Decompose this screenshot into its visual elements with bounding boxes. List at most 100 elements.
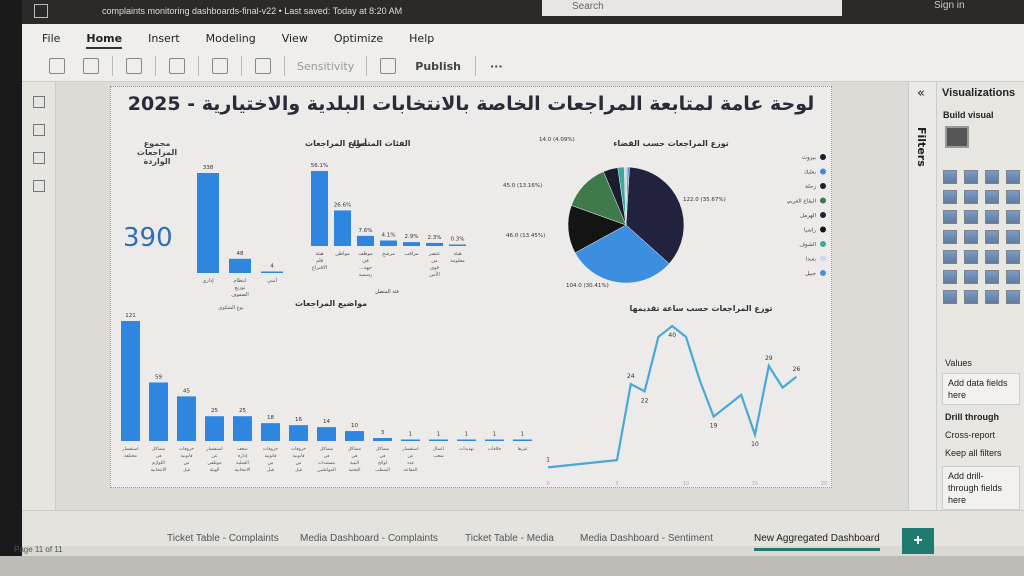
visual-type-icon[interactable] [964, 270, 978, 284]
bar[interactable] [426, 242, 443, 246]
report-view-icon[interactable] [32, 96, 45, 108]
sign-in-link[interactable]: Sign in [934, 0, 965, 11]
bar[interactable] [177, 396, 196, 441]
bar[interactable] [229, 258, 251, 273]
visual-type-icon[interactable] [964, 230, 978, 244]
ribbon-toolbar: Sensitivity Publish ··· [40, 56, 513, 76]
visual-type-icon[interactable] [1006, 270, 1020, 284]
menu-optimize[interactable]: Optimize [333, 32, 384, 45]
menu-insert[interactable]: Insert [148, 32, 180, 45]
calculator-icon[interactable] [255, 58, 271, 74]
menu-help[interactable]: Help [409, 32, 435, 45]
refresh-icon[interactable] [169, 58, 185, 74]
bar[interactable] [485, 439, 504, 442]
line-series[interactable] [547, 324, 798, 469]
visual-type-icon[interactable] [985, 190, 999, 204]
visual-type-icon[interactable] [964, 290, 978, 304]
visual-type-icon[interactable] [943, 230, 957, 244]
bar[interactable] [261, 423, 280, 441]
visual-type-icon[interactable] [985, 170, 999, 184]
page-tab[interactable]: Ticket Table - Media [465, 533, 554, 544]
search-box[interactable]: Search [542, 0, 842, 16]
dax-view-icon[interactable] [32, 180, 45, 192]
visual-type-icon[interactable] [985, 270, 999, 284]
bar[interactable] [261, 271, 283, 274]
bar[interactable] [403, 242, 420, 246]
visual-type-icon[interactable] [964, 210, 978, 224]
bar[interactable] [380, 240, 397, 246]
visual-type-icon[interactable] [985, 210, 999, 224]
table-view-icon[interactable] [32, 124, 45, 136]
model-view-icon[interactable] [32, 152, 45, 164]
visual-type-icon[interactable] [1006, 290, 1020, 304]
filters-label[interactable]: Filters [915, 127, 928, 167]
bar[interactable] [345, 431, 364, 441]
bar[interactable] [121, 321, 140, 441]
pie-slice[interactable] [574, 224, 670, 284]
visual-type-icon[interactable] [943, 210, 957, 224]
pie-slice[interactable] [625, 166, 630, 226]
menu-modeling[interactable]: Modeling [205, 32, 256, 45]
cross-report-toggle[interactable]: Cross-report [945, 430, 996, 440]
visual-type-icon[interactable] [1006, 190, 1020, 204]
category-label: في [362, 258, 369, 264]
page-tab[interactable]: Media Dashboard - Sentiment [580, 533, 713, 544]
menu-view[interactable]: View [281, 32, 308, 45]
visual-type-icon[interactable] [964, 250, 978, 264]
menu-file[interactable]: File [42, 32, 61, 45]
save-icon[interactable] [34, 4, 48, 18]
sensitivity-button[interactable]: Sensitivity [297, 59, 355, 73]
values-well[interactable]: Add data fields here [942, 373, 1020, 405]
get-data-icon[interactable] [126, 58, 142, 74]
visual-type-icon[interactable] [943, 270, 957, 284]
bar[interactable] [197, 173, 219, 273]
pie-slice[interactable] [625, 166, 685, 265]
bar[interactable] [205, 416, 224, 441]
drill-through-well[interactable]: Add drill-through fields here [942, 466, 1020, 510]
visual-type-icon[interactable] [943, 290, 957, 304]
bar[interactable] [289, 425, 308, 441]
format-painter-icon[interactable] [83, 58, 99, 74]
visual-type-icon[interactable] [985, 290, 999, 304]
bar[interactable] [311, 171, 328, 246]
visual-type-icon[interactable] [943, 190, 957, 204]
visual-type-icon[interactable] [985, 230, 999, 244]
slice-label: 46.0 (13.45%) [506, 233, 545, 239]
bar[interactable] [334, 210, 351, 246]
visual-type-icon[interactable] [1006, 230, 1020, 244]
category-label: رسمية [359, 272, 373, 278]
bar[interactable] [233, 416, 252, 441]
bar[interactable] [457, 439, 476, 442]
more-button[interactable]: ··· [489, 59, 503, 73]
bar[interactable] [513, 439, 532, 442]
publish-button[interactable]: Publish [415, 59, 461, 73]
bar[interactable] [429, 439, 448, 442]
visual-types-grid [943, 170, 1022, 304]
bar[interactable] [449, 244, 466, 247]
new-visual-icon[interactable] [212, 58, 228, 74]
visual-type-icon[interactable] [943, 170, 957, 184]
add-page-button[interactable]: + [902, 528, 934, 554]
category-label: من [184, 461, 190, 466]
visual-type-icon[interactable] [985, 250, 999, 264]
visual-type-icon[interactable] [964, 190, 978, 204]
build-visual-icon[interactable] [945, 126, 969, 148]
visual-type-icon[interactable] [1006, 250, 1020, 264]
paste-icon[interactable] [49, 58, 65, 74]
visual-type-icon[interactable] [943, 250, 957, 264]
visual-type-icon[interactable] [1006, 210, 1020, 224]
keep-filters-toggle[interactable]: Keep all filters [945, 448, 1002, 458]
bar[interactable] [317, 427, 336, 441]
collapse-icon[interactable]: « [917, 86, 925, 101]
filters-pane[interactable]: « Filters [908, 82, 936, 510]
bar[interactable] [401, 439, 420, 442]
menu-home[interactable]: Home [86, 32, 123, 49]
page-tab[interactable]: Ticket Table - Complaints [167, 533, 279, 544]
visual-type-icon[interactable] [964, 170, 978, 184]
bar[interactable] [357, 235, 374, 246]
bar[interactable] [373, 438, 392, 441]
visual-type-icon[interactable] [1006, 170, 1020, 184]
page-tab[interactable]: New Aggregated Dashboard [754, 533, 880, 551]
page-tab[interactable]: Media Dashboard - Complaints [300, 533, 438, 544]
bar[interactable] [149, 382, 168, 441]
